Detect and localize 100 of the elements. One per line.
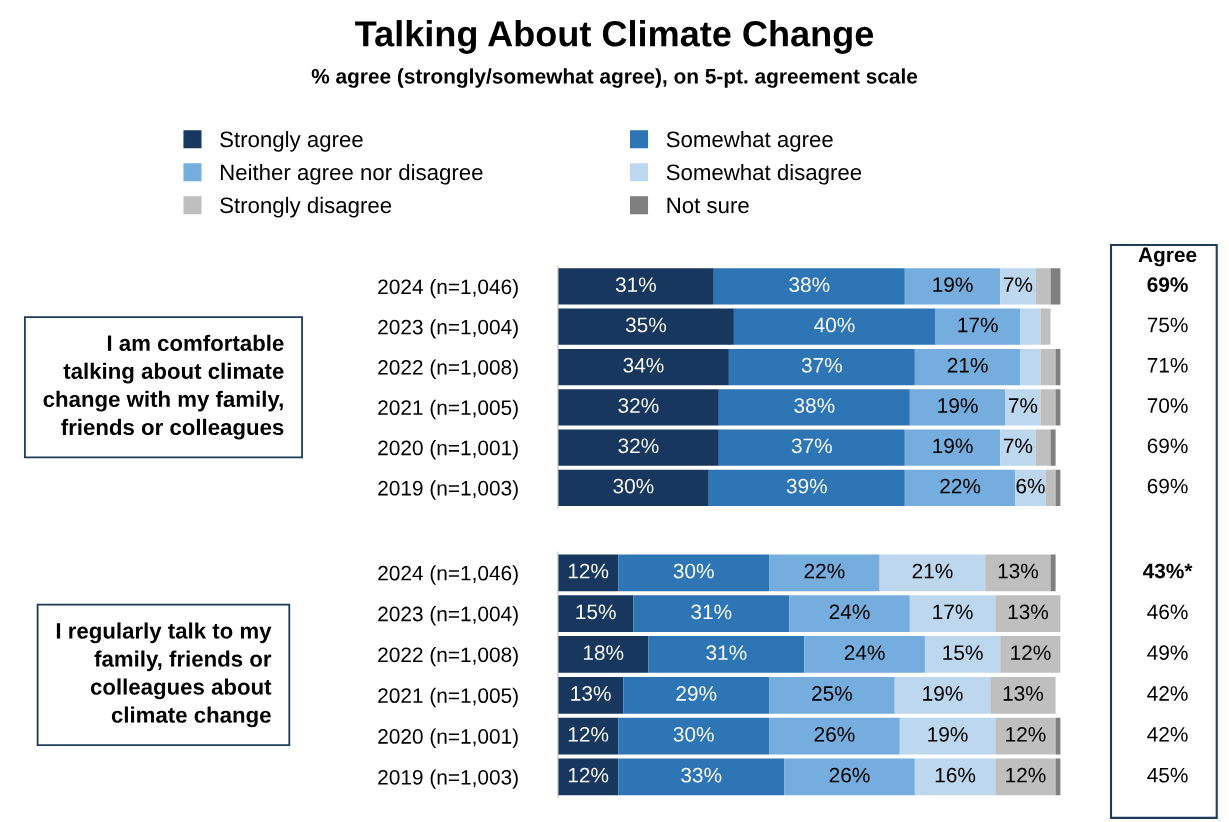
data-label: 38%: [789, 277, 830, 293]
y-tick-label: 2022 (n=1,008): [378, 359, 518, 379]
bar: [718, 429, 905, 466]
text: 45%: [1147, 767, 1188, 783]
data-label: 16%: [935, 767, 976, 783]
bar: [618, 758, 785, 796]
data-label: 24%: [829, 604, 870, 620]
legend-label: Strongly agree: [220, 130, 363, 152]
data-label: 7%: [1008, 398, 1038, 413]
bar: [733, 308, 935, 345]
y-tick-label: 2020 (n=1,001): [378, 728, 518, 748]
bar: [1000, 268, 1036, 305]
bar: [904, 268, 1001, 305]
bar: [718, 389, 910, 426]
data-label: 13%: [998, 563, 1039, 579]
data-label: 17%: [933, 604, 973, 620]
y-tick-label: 2024 (n=1,046): [378, 565, 518, 585]
data-label: 7%: [1003, 277, 1033, 292]
bar: [894, 676, 991, 714]
bar: [1040, 389, 1056, 426]
data-label: 19%: [923, 686, 963, 701]
data-label: 19%: [928, 726, 968, 742]
bar: [708, 469, 905, 506]
bar: [618, 554, 770, 592]
bar: [1050, 554, 1056, 592]
data-label: 31%: [691, 604, 732, 620]
text: 75%: [1147, 317, 1188, 333]
data-label: 30%: [673, 726, 714, 742]
bar: [1015, 469, 1046, 506]
bar: [633, 595, 790, 632]
data-label: 32%: [618, 398, 659, 413]
bar: [904, 469, 1016, 506]
bar: [1020, 308, 1041, 345]
bar: [789, 595, 910, 632]
bar: [623, 676, 770, 714]
bar: [879, 554, 986, 592]
legend-label: Not sure: [667, 197, 749, 214]
data-label: 19%: [933, 277, 973, 293]
bar: [1040, 348, 1056, 386]
bar: [557, 554, 619, 592]
data-label: 17%: [958, 317, 998, 333]
text: 69%: [1147, 478, 1188, 494]
data-label: 29%: [676, 686, 717, 701]
bar: [769, 676, 895, 714]
data-label: 38%: [794, 398, 835, 413]
y-axis-title: I regularly talk to my family, friends or colleagues about climate change: [56, 622, 272, 728]
data-label: 18%: [583, 645, 624, 661]
bar: [899, 717, 996, 755]
bar: [995, 595, 1061, 632]
data-label: 13%: [571, 686, 611, 701]
bar: [728, 348, 915, 386]
data-label: 34%: [623, 357, 664, 373]
bar: [557, 429, 719, 466]
data-label: 12%: [568, 563, 609, 579]
bar: [769, 554, 880, 592]
y-tick-label: 2020 (n=1,001): [378, 440, 518, 460]
data-label: 30%: [613, 478, 654, 494]
data-label: 22%: [804, 563, 845, 579]
bar: [1020, 348, 1041, 386]
text: 71%: [1147, 357, 1188, 373]
legend-label: Somewhat disagree: [666, 163, 862, 185]
bar: [1050, 429, 1056, 466]
bar: [1000, 429, 1036, 466]
legend-label: Neither agree nor disagree: [220, 163, 483, 185]
data-label: 12%: [568, 726, 609, 742]
bar: [985, 554, 1051, 592]
text: 69%: [1147, 277, 1188, 293]
y-tick-label: 2023 (n=1,004): [378, 319, 518, 339]
y-tick-label: 2024 (n=1,046): [378, 278, 518, 299]
data-label: 33%: [681, 767, 722, 783]
bar: [557, 389, 719, 426]
legend-label: Strongly disagree: [220, 196, 392, 218]
bar: [909, 389, 1006, 426]
data-label: 24%: [844, 645, 885, 660]
bar: [769, 717, 900, 755]
bar: [909, 595, 996, 632]
data-label: 22%: [940, 478, 981, 494]
data-label: 21%: [912, 563, 953, 579]
text: 46%: [1147, 604, 1188, 620]
data-label: 13%: [1008, 604, 1049, 620]
bar: [904, 429, 1001, 466]
text: 43%*: [1142, 563, 1193, 579]
data-label: 26%: [829, 767, 870, 783]
bar: [1005, 389, 1041, 426]
bar: [1035, 268, 1051, 305]
bar: [1050, 268, 1061, 305]
bar: [557, 636, 649, 673]
data-label: 19%: [933, 438, 973, 454]
bar: [804, 636, 925, 673]
bar: [990, 676, 1056, 714]
data-label: 12%: [1006, 767, 1046, 783]
text: 70%: [1147, 398, 1188, 413]
bar: [1000, 636, 1061, 673]
text: 69%: [1147, 438, 1188, 454]
data-label: 12%: [568, 767, 609, 783]
data-label: 39%: [786, 478, 827, 494]
text: Agree: [1138, 247, 1197, 267]
y-tick-label: 2021 (n=1,005): [378, 399, 518, 420]
data-label: 6%: [1016, 478, 1045, 494]
bar: [914, 758, 996, 796]
